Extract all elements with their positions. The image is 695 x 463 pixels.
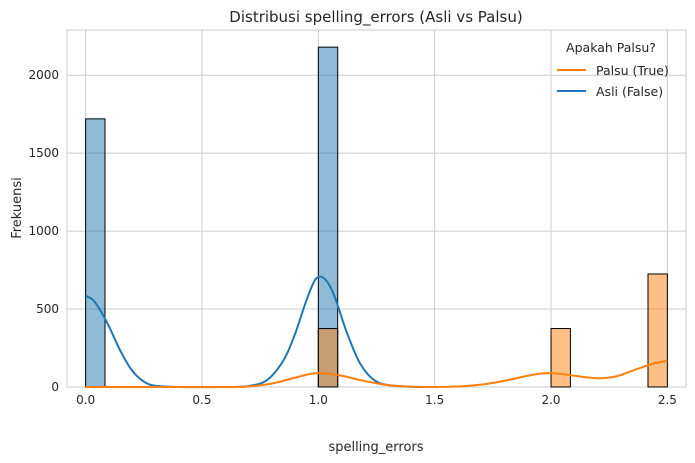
legend-entry-palsu: Palsu (True) xyxy=(596,63,669,78)
kde-line-asli xyxy=(85,275,435,389)
kde-line-palsu xyxy=(85,359,668,389)
y-tick-label: 1000 xyxy=(28,224,59,238)
bar-palsu xyxy=(647,273,668,388)
x-tick-label: 1.0 xyxy=(309,393,328,407)
y-tick-label: 500 xyxy=(36,302,59,316)
legend: Apakah Palsu? Palsu (True) Asli (False) xyxy=(557,40,669,99)
x-axis-ticks: 0.0 0.5 1.0 1.5 2.0 2.5 xyxy=(76,393,677,407)
y-axis-ticks: 0 500 1000 1500 2000 xyxy=(28,68,59,394)
x-axis-label: spelling_errors xyxy=(328,440,423,455)
chart-title: Distribusi spelling_errors (Asli vs Pals… xyxy=(229,8,522,27)
y-tick-label: 2000 xyxy=(28,68,59,82)
x-tick-label: 2.0 xyxy=(541,393,560,407)
legend-title: Apakah Palsu? xyxy=(566,40,656,55)
bar-asli xyxy=(85,118,106,388)
bar-palsu xyxy=(317,328,339,388)
x-tick-label: 1.5 xyxy=(425,393,444,407)
y-tick-label: 1500 xyxy=(28,146,59,160)
plot-area xyxy=(66,29,687,388)
y-tick-label: 0 xyxy=(51,380,59,394)
x-tick-label: 2.5 xyxy=(658,393,677,407)
x-tick-label: 0.0 xyxy=(76,393,95,407)
bar-palsu xyxy=(550,328,571,388)
x-tick-label: 0.5 xyxy=(192,393,211,407)
legend-entry-asli: Asli (False) xyxy=(596,84,663,99)
kde-curves xyxy=(85,275,668,389)
y-axis-label: Frekuensi xyxy=(10,177,25,239)
